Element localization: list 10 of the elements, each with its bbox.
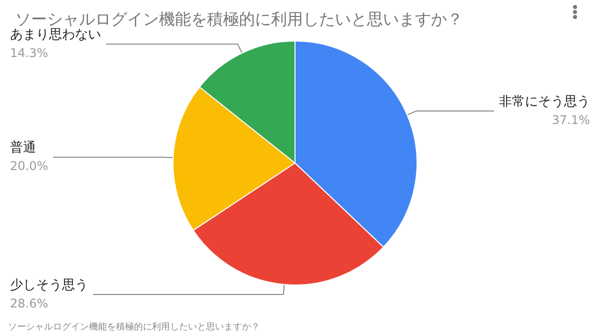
data-label: 20.0% [10, 159, 48, 174]
slice-label: 普通 [10, 140, 36, 156]
slice-label: あまり思わない [10, 28, 101, 43]
data-label: 37.1% [552, 112, 590, 127]
data-label: 14.3% [10, 46, 48, 60]
slice-label: 少しそう思う [10, 278, 88, 293]
text: ソーシャルログイン機能を積極的に利用したいと思いますか？ [8, 322, 260, 332]
data-label: 28.6% [10, 296, 48, 310]
chart-title: ソーシャルログイン機能を積極的に利用したいと思いますか？ [15, 10, 463, 28]
slice-label: 非常にそう思う [499, 94, 590, 110]
